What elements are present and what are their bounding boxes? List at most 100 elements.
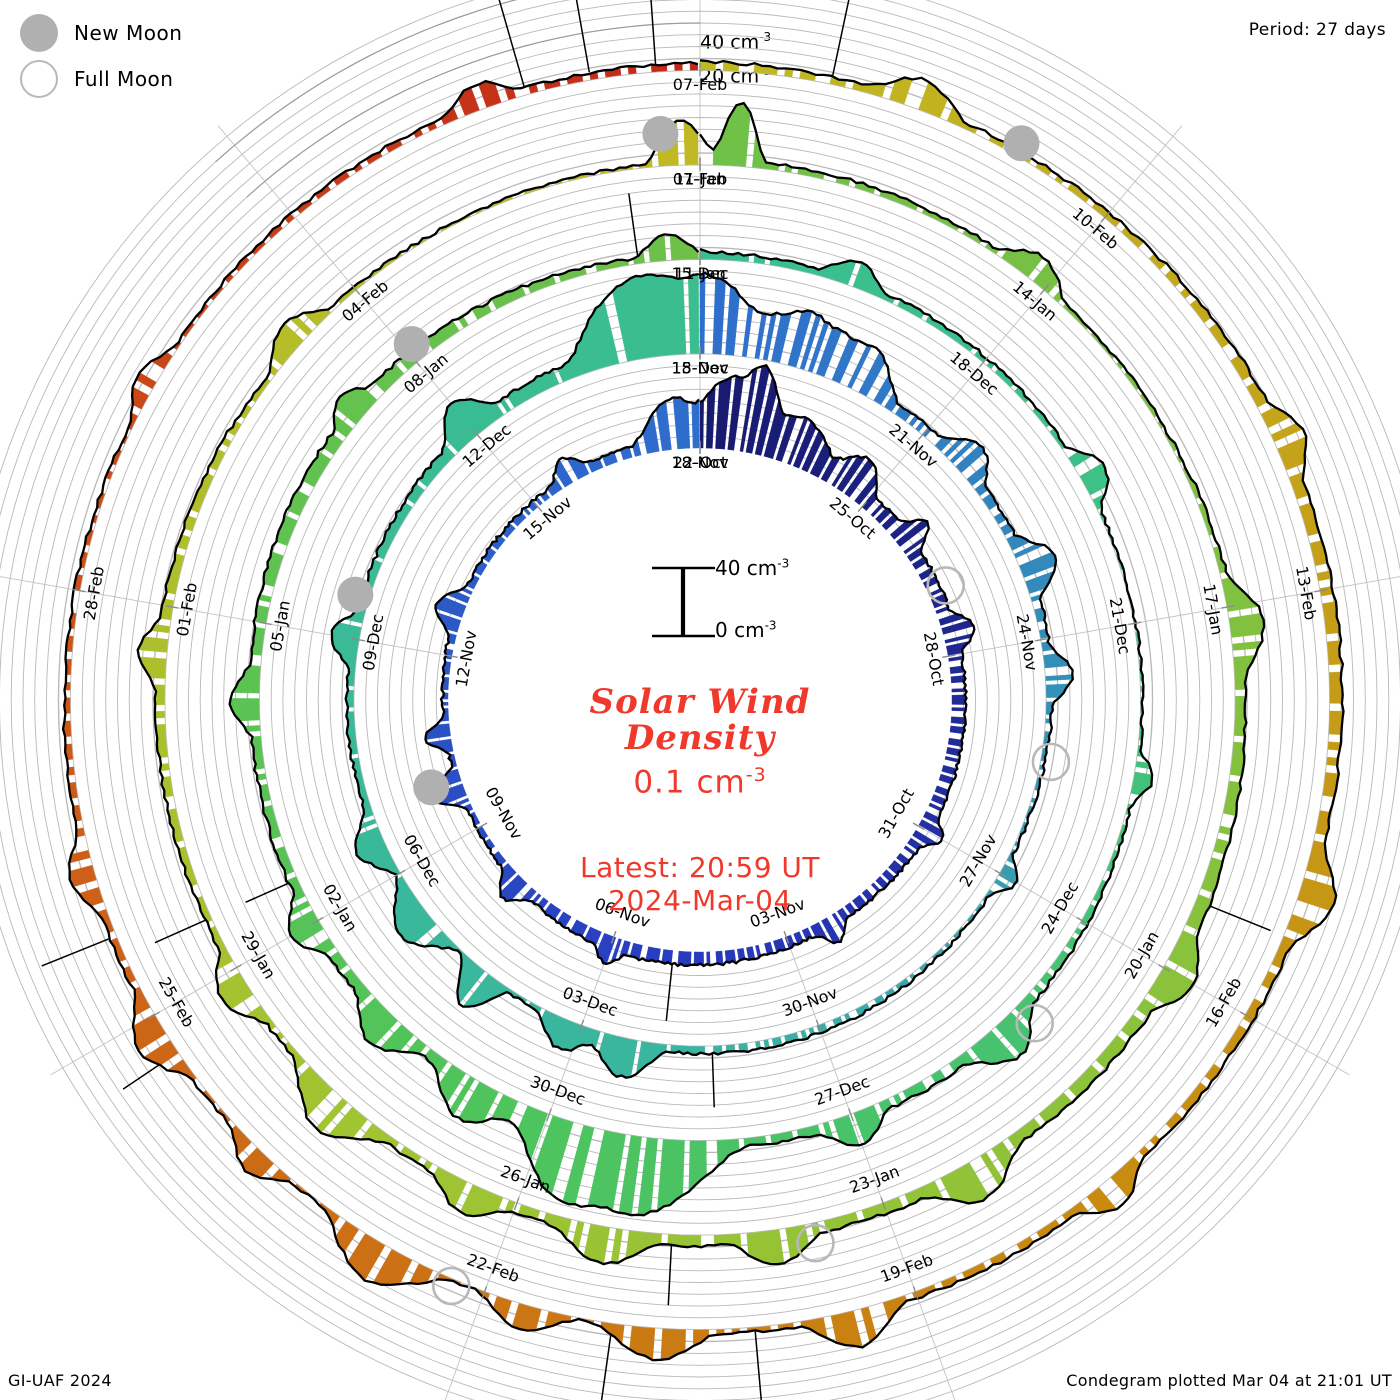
new-moon-icon [20,14,58,52]
date-tick [815,1019,822,1033]
period-label: Period: 27 days [1248,20,1386,40]
density-band-segment [1218,825,1232,836]
full-moon-marker [431,1266,471,1306]
date-tick-label: 23-Jan [847,1161,902,1197]
date-tick-label: 07-Feb [673,75,727,94]
value-gridline [81,81,1319,1319]
radial-spoke [912,822,1350,1076]
date-tick [350,283,361,295]
density-band-segment [417,444,456,487]
date-tick [979,356,989,368]
full-moon-label: Full Moon [74,67,174,91]
density-band-segment [1185,894,1213,931]
date-tick [532,501,543,513]
value-gridline [258,258,1142,1142]
date-tick-label: 18-Nov [671,453,728,472]
density-band-segment [491,1094,519,1122]
density-band-segment [699,399,704,449]
date-tick [472,428,482,440]
density-band-segment [1261,406,1292,429]
center-annotation: 40 cm-3 0 cm-3 Solar Wind Density 0.1 cm… [430,548,970,917]
date-tick [918,428,928,440]
density-band-segment [1168,930,1199,977]
date-tick [1035,637,1049,642]
full-moon-marker [1015,1003,1055,1043]
density-band-segment [1045,674,1074,681]
density-band-segment [335,387,378,425]
density-spike [711,1054,715,1108]
value-gridline [93,93,1307,1307]
density-band-segment [1124,371,1140,391]
date-ticks [72,63,1328,1299]
date-tick [546,1108,552,1122]
value-gridline [424,424,976,976]
density-band-segment [1306,840,1334,879]
density-band-segment [1147,965,1195,1005]
new-moon-marker [413,769,450,806]
value-gridline [376,376,1024,1024]
density-band-segment [918,81,949,118]
radial-callout-line [246,22,701,198]
density-band-segment [131,386,149,410]
scale-bar-top-label: 40 cm-3 [715,556,790,580]
density-band-segment [725,285,740,356]
density-band-segment [672,397,691,450]
value-gridline [365,365,1035,1035]
value-gridline [46,46,1354,1354]
density-band-segment [683,120,699,165]
density-band-segment [241,1147,274,1179]
density-spike [575,0,591,73]
date-tick-label: 07-Feb [673,170,727,189]
density-band-segment [691,398,700,449]
density-band-segment [741,304,754,357]
value-gridline [164,164,1236,1236]
density-band-segment [154,710,166,719]
date-tick-label: 15-Dec [671,359,728,378]
density-band-segment [904,1181,944,1206]
full-moon-marker [926,566,965,605]
value-gridline [412,412,988,988]
radial-spoke [0,576,458,658]
plotted-timestamp: Condegram plotted Mar 04 at 21:01 UT [1066,1371,1392,1390]
density-band-segment [1297,877,1337,912]
date-tick [475,822,488,831]
value-gridline [105,105,1295,1295]
density-spike [831,0,850,78]
date-tick [229,964,242,972]
legend-item-full-moon: Full Moon [20,56,182,102]
date-tick-label: 30-Nov [780,983,840,1020]
date-tick [1039,283,1050,295]
density-spike [754,1330,762,1400]
scale-bar: 40 cm-3 0 cm-3 [430,548,970,658]
latest-time: Latest: 20:59 UT [579,851,821,885]
density-band-segment [1136,998,1159,1018]
current-value: 0.1 cm-3 [633,764,767,801]
density-spike [122,1064,160,1090]
density-spike [154,919,207,944]
value-gridline [69,69,1331,1331]
legend-item-new-moon: New Moon [20,10,182,56]
density-band-segment [598,1032,638,1078]
value-gridline [317,317,1083,1083]
radial-spoke [783,931,956,1400]
date-tick-label: 11-Jan [674,264,726,283]
chart-title-line2: Density [624,718,776,759]
value-gridline [353,353,1047,1047]
density-band-segment [507,368,560,408]
density-spike [245,882,289,904]
radial-spoke [857,125,1183,512]
density-band-segment [229,698,260,722]
full-moon-icon [20,60,58,98]
density-band-segment [262,804,281,840]
density-band-segment [75,827,85,838]
date-tick [311,916,324,925]
date-tick-label: 11-Jan [674,170,726,189]
density-band-segment [902,1080,928,1100]
value-gridline [128,128,1272,1272]
value-gridline [34,34,1366,1366]
density-band-segment [1006,534,1031,551]
density-band-segment [1033,261,1060,294]
full-moon-marker [796,1223,835,1263]
